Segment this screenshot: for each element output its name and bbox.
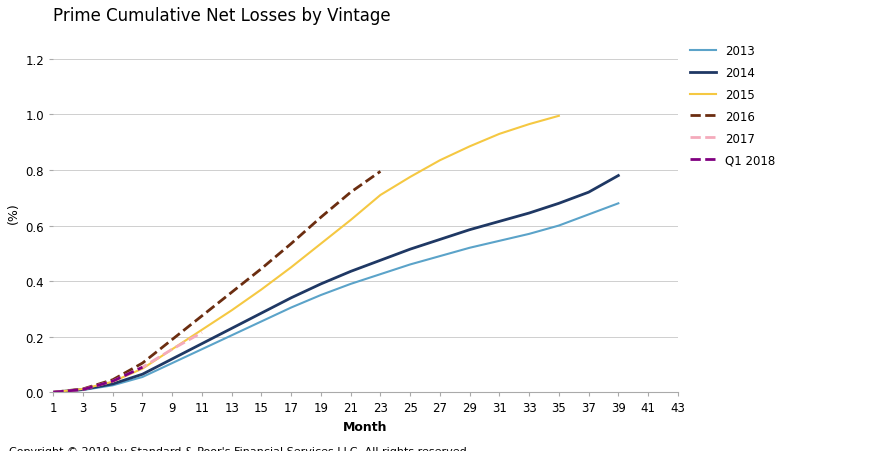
Line: 2016: 2016 bbox=[53, 172, 381, 392]
2017 bbox=[196, 330, 207, 336]
2013 bbox=[375, 272, 386, 277]
Line: 2015: 2015 bbox=[53, 116, 559, 392]
2017 bbox=[48, 390, 58, 395]
2016 bbox=[375, 169, 386, 175]
2013 bbox=[256, 319, 267, 324]
2013 bbox=[315, 293, 326, 298]
Q1 2018 bbox=[48, 390, 58, 395]
2013 bbox=[405, 262, 415, 267]
2014 bbox=[346, 269, 356, 275]
2013 bbox=[524, 232, 534, 237]
2015 bbox=[78, 387, 89, 392]
2013 bbox=[583, 212, 594, 218]
2013 bbox=[137, 374, 148, 380]
2014 bbox=[614, 174, 624, 179]
2015 bbox=[494, 132, 505, 137]
2015 bbox=[286, 265, 296, 270]
2016 bbox=[227, 290, 237, 295]
Line: 2014: 2014 bbox=[53, 176, 619, 392]
2014 bbox=[315, 281, 326, 287]
2013 bbox=[346, 281, 356, 287]
2014 bbox=[227, 326, 237, 331]
2013 bbox=[614, 201, 624, 207]
2015 bbox=[108, 379, 118, 385]
2014 bbox=[256, 311, 267, 316]
2015 bbox=[167, 347, 177, 352]
2013 bbox=[554, 223, 564, 229]
2014 bbox=[405, 247, 415, 252]
2013 bbox=[78, 387, 89, 393]
2015 bbox=[346, 218, 356, 223]
2016 bbox=[286, 241, 296, 247]
2014 bbox=[196, 341, 207, 346]
2013 bbox=[167, 360, 177, 366]
2015 bbox=[227, 308, 237, 313]
2014 bbox=[554, 201, 564, 207]
2017 bbox=[167, 347, 177, 352]
2014 bbox=[78, 387, 89, 392]
Line: Q1 2018: Q1 2018 bbox=[53, 368, 143, 392]
2016 bbox=[78, 387, 89, 392]
2014 bbox=[167, 356, 177, 362]
2014 bbox=[583, 190, 594, 195]
X-axis label: Month: Month bbox=[343, 420, 388, 433]
2015 bbox=[554, 114, 564, 119]
Q1 2018 bbox=[78, 387, 89, 392]
2015 bbox=[524, 122, 534, 128]
Text: Prime Cumulative Net Losses by Vintage: Prime Cumulative Net Losses by Vintage bbox=[53, 7, 391, 25]
2017 bbox=[78, 387, 89, 392]
2014 bbox=[137, 372, 148, 377]
2015 bbox=[48, 390, 58, 395]
2013 bbox=[286, 305, 296, 311]
2016 bbox=[108, 377, 118, 382]
2015 bbox=[375, 193, 386, 198]
2013 bbox=[48, 390, 58, 395]
2013 bbox=[464, 245, 474, 251]
2016 bbox=[315, 215, 326, 221]
2015 bbox=[405, 175, 415, 180]
2014 bbox=[464, 227, 474, 233]
2017 bbox=[108, 378, 118, 384]
2014 bbox=[524, 211, 534, 216]
Q1 2018 bbox=[137, 365, 148, 370]
2015 bbox=[196, 327, 207, 333]
2016 bbox=[256, 266, 267, 272]
Legend: 2013, 2014, 2015, 2016, 2017, Q1 2018: 2013, 2014, 2015, 2016, 2017, Q1 2018 bbox=[690, 45, 776, 167]
2014 bbox=[48, 390, 58, 395]
2016 bbox=[167, 337, 177, 342]
2016 bbox=[48, 390, 58, 395]
Y-axis label: (%): (%) bbox=[7, 201, 20, 223]
Text: Copyright © 2019 by Standard & Poor's Financial Services LLC. All rights reserve: Copyright © 2019 by Standard & Poor's Fi… bbox=[9, 446, 470, 451]
2015 bbox=[315, 241, 326, 247]
2014 bbox=[108, 382, 118, 387]
2014 bbox=[286, 295, 296, 301]
2013 bbox=[108, 383, 118, 388]
2015 bbox=[434, 158, 445, 164]
2013 bbox=[494, 239, 505, 244]
2016 bbox=[346, 190, 356, 195]
2016 bbox=[196, 313, 207, 319]
2013 bbox=[196, 347, 207, 352]
2014 bbox=[494, 219, 505, 225]
2015 bbox=[464, 144, 474, 150]
2013 bbox=[227, 333, 237, 338]
Q1 2018 bbox=[108, 378, 118, 384]
2013 bbox=[434, 254, 445, 259]
2017 bbox=[137, 365, 148, 370]
Line: 2017: 2017 bbox=[53, 333, 202, 392]
Line: 2013: 2013 bbox=[53, 204, 619, 392]
2015 bbox=[137, 366, 148, 372]
2016 bbox=[137, 360, 148, 366]
2014 bbox=[375, 258, 386, 263]
2015 bbox=[256, 287, 267, 293]
2014 bbox=[434, 237, 445, 243]
